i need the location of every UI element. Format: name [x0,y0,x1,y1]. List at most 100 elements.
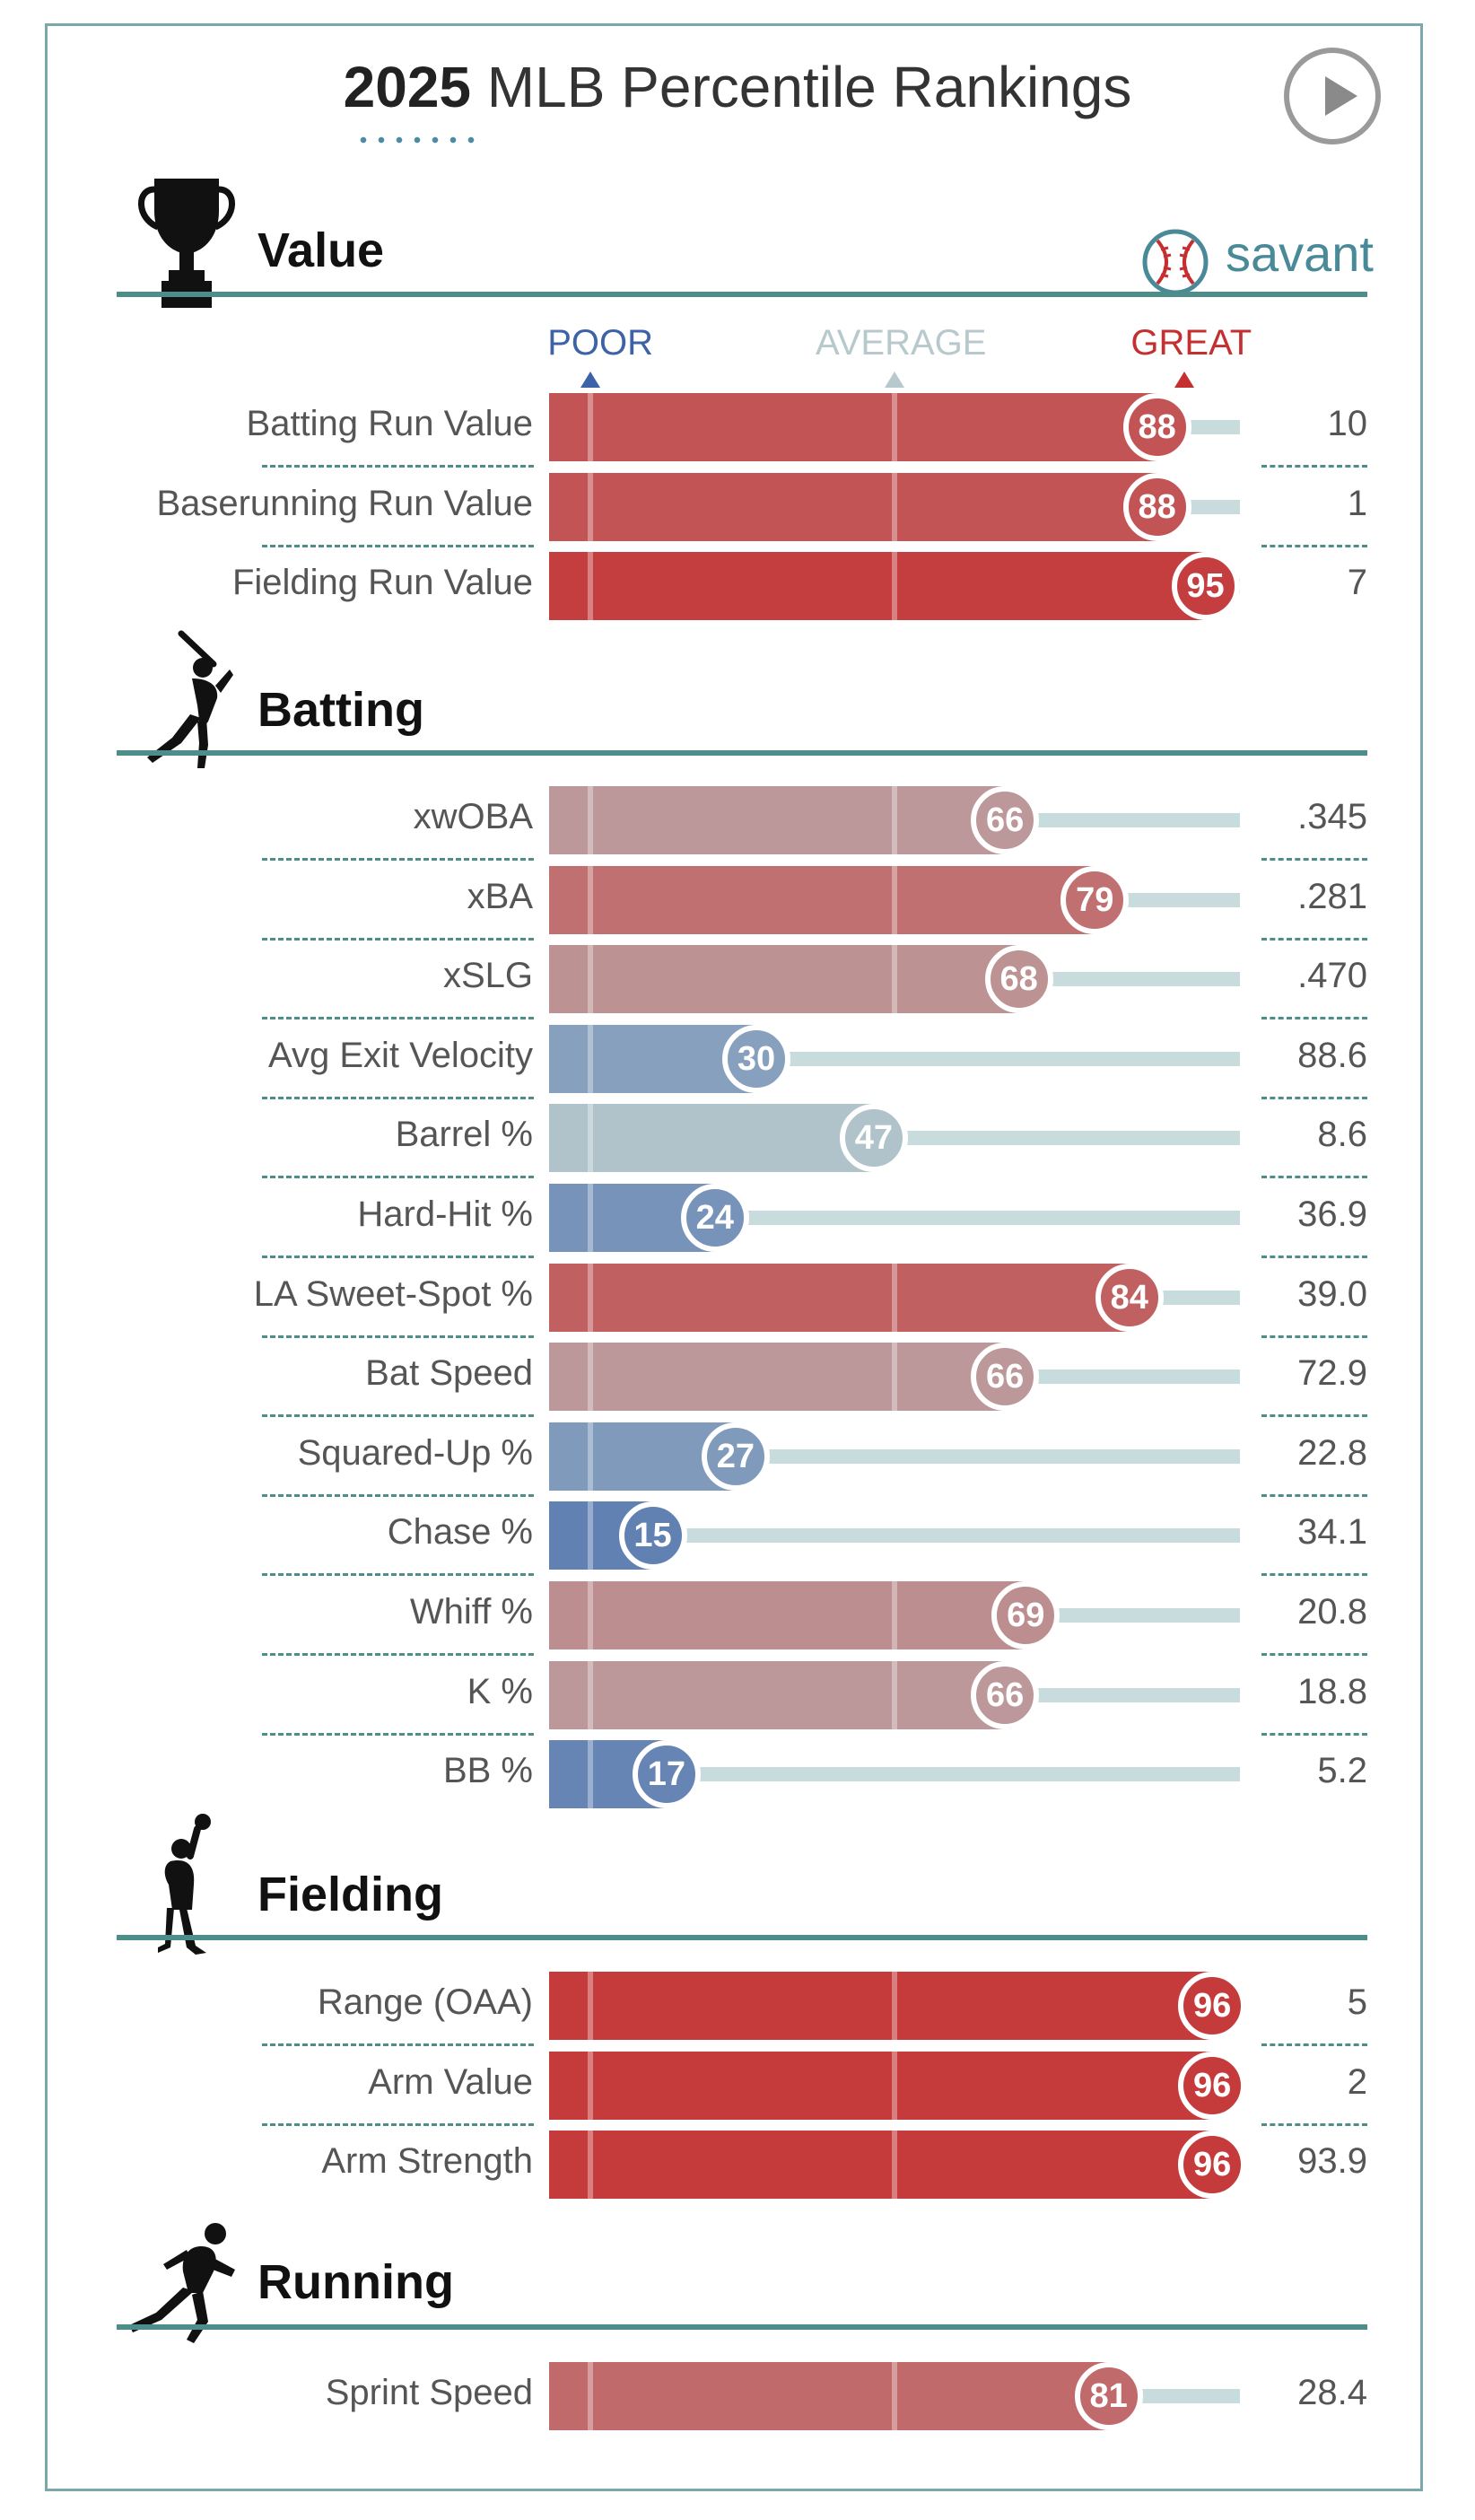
percentile-bar [549,786,1006,854]
section-title-fielding: Fielding [257,1868,443,1921]
percentile-badge: 84 [1095,1263,1164,1332]
percentile-badge: 27 [701,1422,770,1491]
row-separator [262,1334,534,1338]
metric-label: Baserunning Run Value [156,483,533,523]
row-separator [262,465,534,468]
metric-value: 36.9 [1297,1194,1367,1234]
percentile-badge: 95 [1171,552,1240,621]
percentile-badge: 17 [632,1740,701,1809]
row-separator [1261,1732,1367,1736]
scale-label-poor: POOR [547,323,653,363]
title-year: 2025 [343,55,472,119]
percentile-track [666,1767,1240,1782]
reference-line [588,1422,594,1491]
title-dotted-underline [354,136,484,144]
reference-line [588,2051,594,2120]
row-separator [1261,937,1367,941]
metric-label: Avg Exit Velocity [268,1035,533,1075]
metric-value: 34.1 [1297,1512,1367,1553]
percentile-badge: 66 [971,786,1040,854]
reference-line [588,945,594,1014]
percentile-bar [549,1972,1213,2040]
percentile-bar [549,1581,1026,1649]
row-separator [1261,1653,1367,1656]
reference-line [588,1660,594,1729]
title-text: MLB Percentile Rankings [486,55,1132,119]
reference-line [588,1184,594,1252]
percentile-bar [549,393,1157,461]
percentile-track [1095,892,1240,907]
row-separator [262,1653,534,1656]
metric-value: 88.6 [1297,1035,1367,1075]
section-title-running: Running [257,2255,454,2309]
metric-value: 20.8 [1297,1592,1367,1632]
section-title-value: Value [257,223,385,277]
percentile-bar [549,472,1157,541]
row-separator [1261,1096,1367,1099]
metric-value: 10 [1327,404,1368,443]
reference-line [588,1501,594,1571]
metric-value: 28.4 [1297,2373,1367,2412]
runner-icon [129,2223,235,2343]
percentile-badge: 15 [618,1501,687,1571]
row-separator [262,858,534,861]
percentile-track [1005,1369,1240,1385]
reference-line [892,1660,897,1729]
reference-line [588,472,594,541]
row-separator [262,1414,534,1418]
reference-line [588,1263,594,1332]
row-separator [262,1573,534,1577]
metric-label: Chase % [387,1512,533,1553]
row-separator [1261,1017,1367,1020]
row-separator [1261,858,1367,861]
metric-value: 72.9 [1297,1353,1367,1394]
play-button[interactable] [1284,48,1381,144]
row-separator [262,1176,534,1179]
metric-value: 1 [1347,483,1367,523]
percentile-track [1005,1687,1240,1702]
percentile-badge: 88 [1122,472,1191,541]
reference-line [892,945,897,1014]
percentile-bar [549,1660,1006,1729]
row-separator [262,2122,534,2126]
row-separator [262,1256,534,1258]
percentile-bar [549,945,1019,1014]
reference-line [892,1263,897,1332]
metric-value: 18.8 [1297,1671,1367,1711]
reference-line [892,2131,897,2200]
scale-marker-poor [580,372,601,388]
row-separator [262,1732,534,1736]
metric-value: .345 [1297,797,1367,836]
metric-value: 7 [1347,563,1367,603]
percentile-badge: 68 [984,945,1053,1014]
metric-label: Hard-Hit % [357,1194,533,1234]
row-separator [1261,1414,1367,1418]
percentile-track [652,1528,1240,1544]
metric-value: 8.6 [1317,1115,1367,1155]
metric-label: Range (OAA) [317,1982,533,2022]
percentile-track [1018,972,1240,987]
percentile-bar [549,1343,1006,1412]
savant-logo-text: savant [1226,225,1374,282]
metric-label: Fielding Run Value [231,563,533,603]
section-title-batting: Batting [257,683,424,737]
percentile-badge: 96 [1178,2131,1247,2200]
percentile-badge: 81 [1074,2362,1143,2430]
reference-line [588,1024,594,1093]
reference-line [588,786,594,854]
reference-line [588,1740,594,1809]
percentile-track [1026,1608,1240,1623]
percentile-badge: 96 [1178,2051,1247,2120]
percentile-bar [549,1024,756,1093]
percentile-track [735,1448,1240,1464]
metric-label: Bat Speed [365,1353,533,1394]
metric-label: xSLG [442,956,533,996]
percentile-badge: 96 [1178,1972,1247,2040]
row-separator [262,544,534,547]
percentile-track [756,1051,1240,1066]
row-separator [262,2043,534,2046]
percentile-bar [549,2362,1109,2430]
reference-line [588,393,594,461]
scale-label-great: GREAT [1130,323,1252,363]
percentile-bar [549,865,1095,934]
